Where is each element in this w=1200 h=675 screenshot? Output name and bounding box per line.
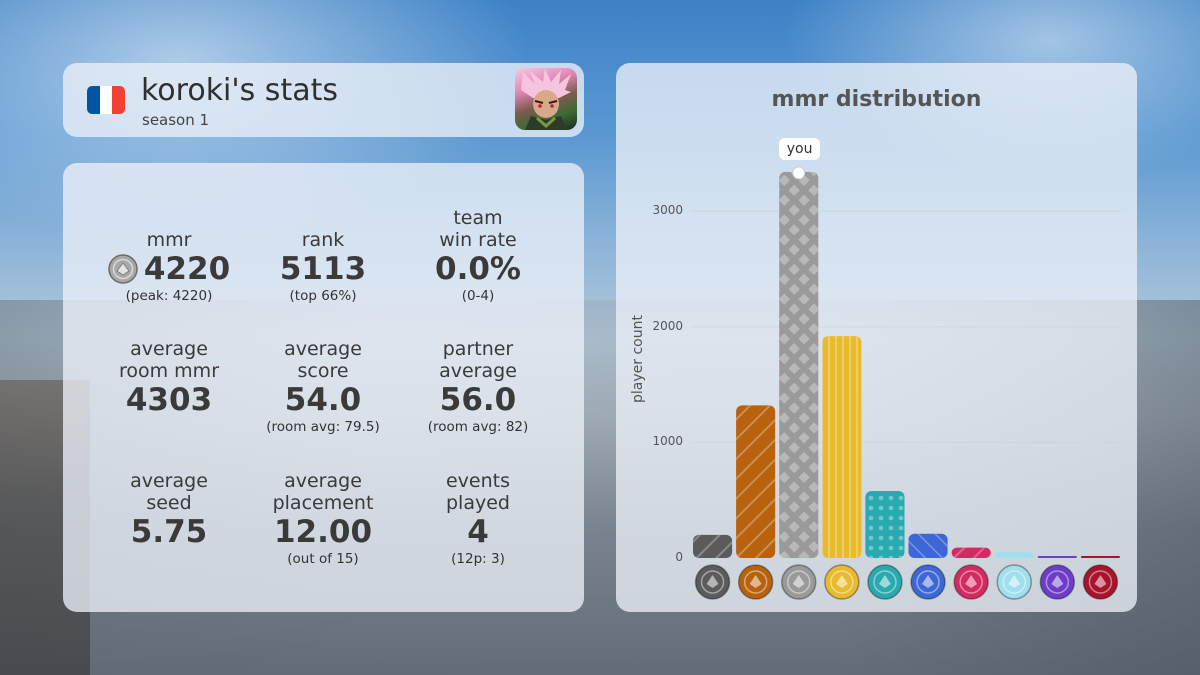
stat-avg-seed: average seed 5.75: [94, 470, 244, 550]
stat-team-win-rate-value: 0.0%: [435, 251, 521, 287]
gold-rank-icon: [824, 564, 860, 600]
stat-team-win-rate-record: (0-4): [461, 288, 495, 304]
stat-avg-seed-label-1: average: [130, 470, 208, 492]
stat-mmr-value: 4220: [143, 251, 231, 287]
stat-avg-score-room: (room avg: 79.5): [266, 419, 380, 435]
bar-sapphire[interactable]: [908, 533, 948, 558]
bar-ruby[interactable]: [951, 547, 991, 558]
stat-avg-score-value: 54.0: [284, 382, 362, 418]
stat-events-played-12p: (12p: 3): [451, 551, 505, 567]
stat-events-played-value: 4: [467, 514, 489, 550]
y-tick-label-2000: 2000: [652, 318, 683, 333]
bar-bronze[interactable]: [736, 405, 776, 558]
mmr-distribution-panel: mmr distribution player count 0 1000 2000 3…: [616, 63, 1137, 612]
diamond-rank-icon: [996, 564, 1032, 600]
silver-rank-icon: [108, 254, 138, 284]
sapphire-rank-icon: [910, 564, 946, 600]
france-flag-icon: [87, 86, 125, 114]
stat-partner-avg-label-2: average: [439, 360, 517, 382]
stat-avg-placement: average placement 12.00 (out of 15): [248, 470, 398, 568]
flag-stripe-blue: [87, 86, 100, 114]
stat-avg-placement-value: 12.00: [273, 514, 373, 550]
season-label: season 1: [142, 111, 210, 129]
stat-partner-avg-room: (room avg: 82): [427, 419, 529, 435]
stat-mmr-value-row: 4220: [94, 251, 244, 287]
stat-avg-room-mmr-label-2: room mmr: [118, 360, 220, 382]
stat-avg-placement-label-1: average: [284, 470, 362, 492]
stat-avg-score-label-2: score: [297, 360, 349, 382]
stat-mmr: mmr 4220 (peak: 4220): [94, 229, 244, 305]
player-header-panel: koroki's stats season 1: [63, 63, 584, 137]
you-marker-dot: [792, 166, 806, 180]
stat-rank-label: rank: [301, 229, 345, 251]
mmr-distribution-chart: [691, 166, 1122, 600]
y-tick-label-0: 0: [675, 550, 683, 564]
stat-events-played-label-2: played: [446, 492, 510, 514]
stat-avg-room-mmr-label-1: average: [130, 338, 208, 360]
stat-avg-placement-out-of: (out of 15): [287, 551, 359, 567]
y-tick-label-1000: 1000: [652, 434, 683, 449]
iron-rank-icon: [694, 564, 731, 600]
avatar-art-icon: [521, 68, 571, 130]
stat-mmr-peak: (peak: 4220): [125, 288, 213, 304]
bar-master[interactable]: [1037, 556, 1077, 558]
ruby-rank-icon: [953, 564, 989, 600]
y-tick-label-3000: 3000: [652, 203, 683, 218]
bar-pattern-ruby: [951, 547, 991, 558]
stat-rank: rank 5113 (top 66%): [248, 229, 398, 305]
bar-pattern-bronze: [736, 405, 776, 558]
stat-events-played: events played 4 (12p: 3): [403, 470, 553, 568]
chart-rank-badges: [694, 564, 1119, 600]
flag-stripe-white: [99, 86, 113, 114]
stat-avg-placement-label-2: placement: [272, 492, 374, 514]
bar-fill-master: [1037, 556, 1077, 558]
stat-team-win-rate: team win rate 0.0% (0-4): [403, 207, 553, 305]
stat-avg-seed-label-2: seed: [146, 492, 192, 514]
bar-iron[interactable]: [693, 534, 733, 558]
you-marker-label: you: [778, 137, 821, 160]
stat-team-win-rate-label-1: team: [453, 207, 503, 229]
stat-partner-avg-label-1: partner: [442, 338, 514, 360]
bar-diamond[interactable]: [994, 552, 1034, 558]
stat-avg-seed-value: 5.75: [130, 514, 208, 550]
bar-gold[interactable]: [822, 336, 862, 558]
master-rank-icon: [1039, 564, 1076, 600]
stat-avg-score-label-1: average: [284, 338, 362, 360]
grandmaster-rank-icon: [1082, 564, 1119, 600]
chart-bars: [693, 166, 1120, 558]
player-avatar[interactable]: [515, 68, 577, 130]
bar-silver[interactable]: [779, 171, 819, 558]
stat-partner-avg: partner average 56.0 (room avg: 82): [403, 338, 553, 436]
bronze-rank-icon: [737, 564, 774, 600]
flag-stripe-red: [112, 86, 125, 114]
stat-avg-room-mmr: average room mmr 4303: [94, 338, 244, 418]
chart-title: mmr distribution: [771, 87, 982, 112]
stat-avg-score: average score 54.0 (room avg: 79.5): [248, 338, 398, 436]
player-name-title: koroki's stats: [141, 73, 338, 108]
bar-platinum[interactable]: [865, 490, 905, 558]
bar-pattern-gold: [822, 336, 862, 558]
stat-team-win-rate-label-2: win rate: [439, 229, 517, 251]
stat-avg-room-mmr-value: 4303: [125, 382, 213, 418]
bar-fill-diamond: [994, 552, 1034, 558]
platinum-rank-icon: [867, 564, 903, 600]
bar-pattern-sapphire: [908, 533, 948, 558]
stat-partner-avg-value: 56.0: [439, 382, 517, 418]
bar-fill-grandmaster: [1080, 556, 1120, 558]
bar-pattern-iron: [693, 534, 733, 558]
bar-pattern-platinum: [865, 490, 905, 558]
stat-rank-percentile: (top 66%): [289, 288, 357, 304]
silver-rank-icon: [781, 564, 817, 600]
stat-rank-value: 5113: [279, 251, 367, 287]
bar-grandmaster[interactable]: [1080, 556, 1120, 558]
bar-pattern-silver: [779, 171, 819, 558]
stat-mmr-label: mmr: [146, 229, 192, 251]
stat-events-played-label-1: events: [445, 470, 510, 492]
stats-panel: mmr 4220 (peak: 4220) rank 5113 (top 66%…: [63, 163, 584, 612]
